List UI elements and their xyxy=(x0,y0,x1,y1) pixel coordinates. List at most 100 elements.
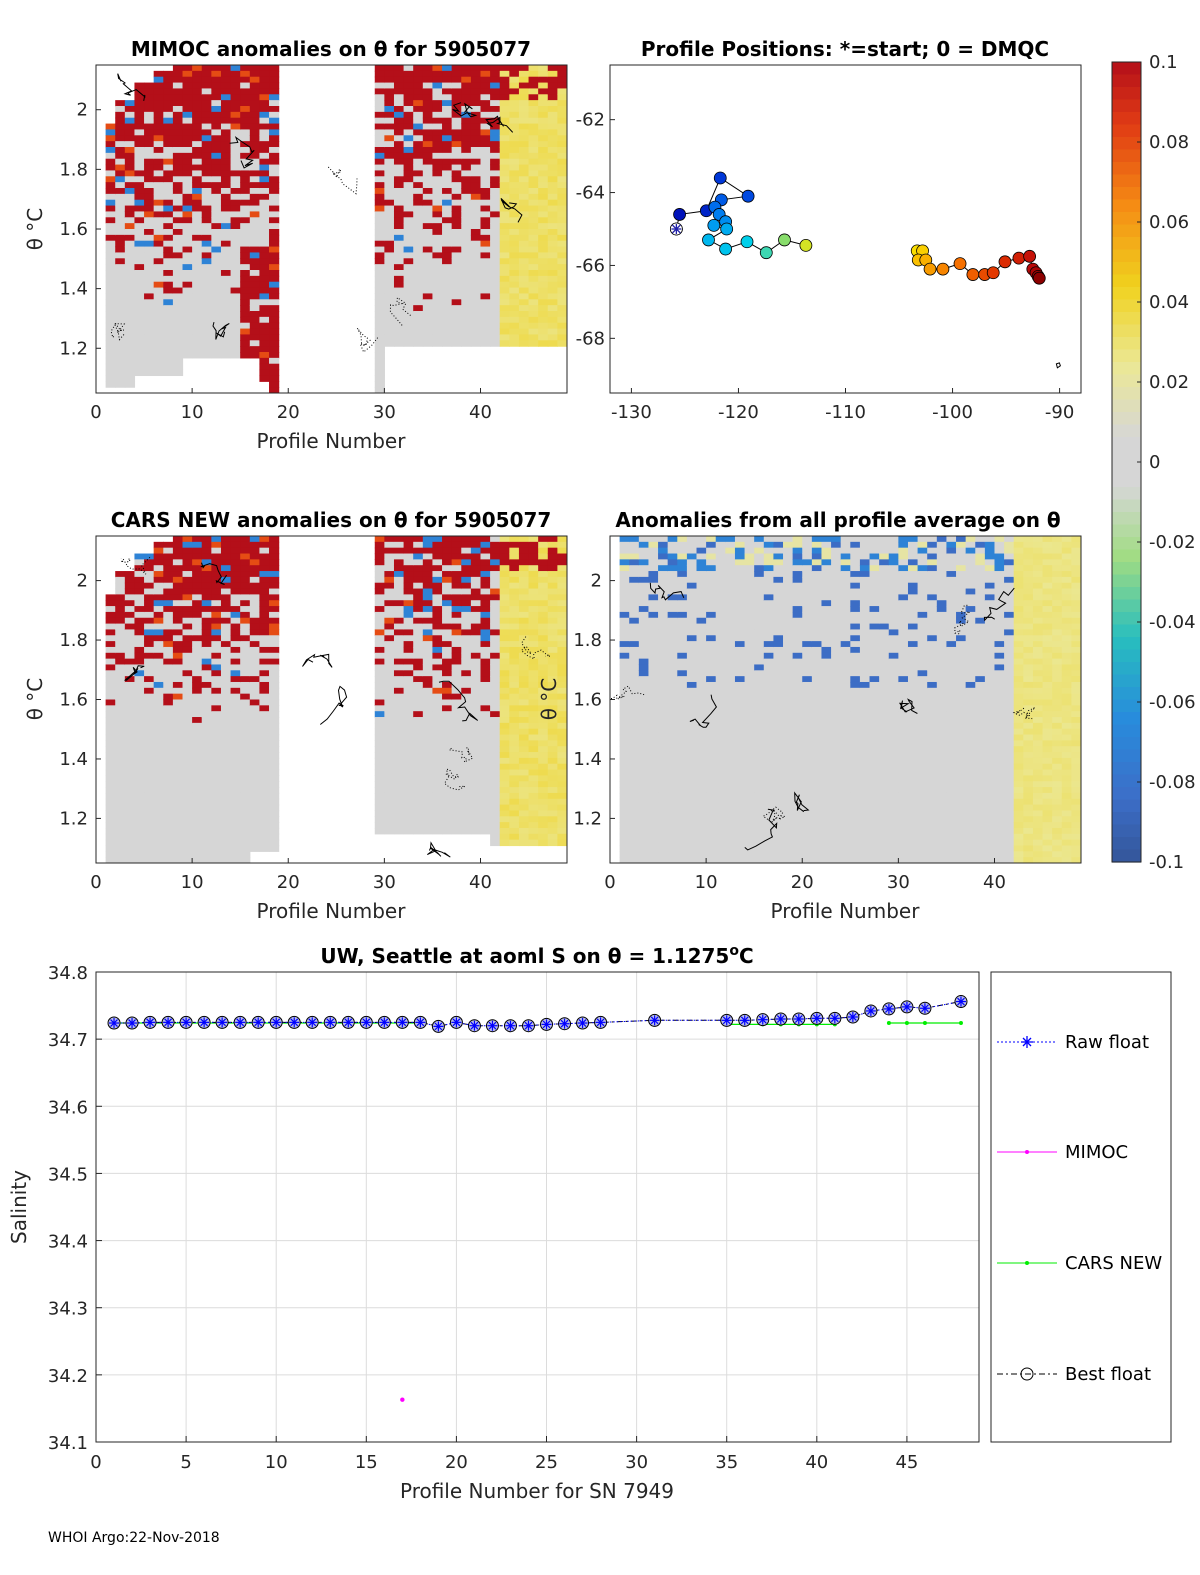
heatmap-cell xyxy=(451,100,462,107)
heatmap-cell xyxy=(538,334,549,341)
heatmap-cell xyxy=(461,170,472,177)
heatmap-cell xyxy=(648,752,659,759)
heatmap-cell xyxy=(422,205,434,213)
heatmap-cell xyxy=(134,798,145,806)
heatmap-cell xyxy=(763,787,775,794)
heatmap-cell xyxy=(393,100,405,107)
heatmap-cell xyxy=(384,170,395,177)
heatmap-cell xyxy=(393,164,405,172)
profile-position-marker xyxy=(719,242,733,256)
heatmap-cell xyxy=(686,775,698,782)
heatmap-cell xyxy=(432,746,443,753)
heatmap-cell xyxy=(499,193,510,201)
heatmap-cell xyxy=(393,334,405,341)
heatmap-cell xyxy=(667,594,678,601)
heatmap-cell xyxy=(249,629,261,636)
heatmap-cell xyxy=(211,676,222,683)
heatmap-cell xyxy=(144,293,155,300)
heatmap-cell xyxy=(163,305,174,312)
heatmap-cell xyxy=(105,740,116,747)
heatmap-cell xyxy=(619,664,630,671)
heatmap-cell xyxy=(134,164,145,172)
heatmap-cell xyxy=(403,299,414,306)
heatmap-cell xyxy=(638,635,650,642)
heatmap-cell xyxy=(413,664,424,671)
heatmap-cell xyxy=(461,693,472,701)
heatmap-cell xyxy=(538,234,549,242)
heatmap-cell xyxy=(499,582,510,590)
heatmap-cell xyxy=(470,571,482,578)
heatmap-cell xyxy=(269,792,280,800)
heatmap-cell xyxy=(557,752,567,759)
heatmap-cell xyxy=(269,328,280,336)
heatmap-cell xyxy=(182,264,193,271)
heatmap-cell xyxy=(518,681,530,689)
heatmap-cell xyxy=(547,641,558,648)
heatmap-cell xyxy=(413,746,424,753)
x-tick-label: 10 xyxy=(181,402,204,423)
heatmap-cell xyxy=(182,722,193,730)
heatmap-cell xyxy=(518,88,530,95)
heatmap-cell xyxy=(432,611,443,619)
heatmap-cell xyxy=(648,792,659,800)
heatmap-cell xyxy=(240,240,251,248)
heatmap-cell xyxy=(220,193,232,201)
heatmap-cell xyxy=(470,699,482,706)
heatmap-cell xyxy=(509,746,520,753)
heatmap-cell xyxy=(667,617,678,625)
heatmap-cell xyxy=(269,246,280,254)
heatmap-cell xyxy=(480,240,491,248)
heatmap-cell xyxy=(763,810,775,817)
heatmap-cell xyxy=(658,798,669,806)
heatmap-cell xyxy=(172,757,184,765)
heatmap-cell xyxy=(667,781,678,788)
heatmap-cell xyxy=(557,699,567,706)
heatmap-cell xyxy=(374,199,385,207)
heatmap-cell xyxy=(422,693,434,701)
heatmap-cell xyxy=(211,152,222,160)
heatmap-cell xyxy=(403,565,414,572)
heatmap-cell xyxy=(240,352,251,359)
heatmap-cell xyxy=(461,205,472,213)
heatmap-cell xyxy=(259,322,270,330)
heatmap-cell xyxy=(201,217,212,224)
heatmap-cell xyxy=(134,553,145,560)
heatmap-cell xyxy=(403,258,414,265)
heatmap-cell xyxy=(134,246,145,254)
heatmap-cell xyxy=(538,717,549,724)
heatmap-cell xyxy=(374,787,385,794)
heatmap-cell xyxy=(528,629,539,636)
heatmap-cell xyxy=(259,646,270,654)
heatmap-cell xyxy=(220,728,232,736)
heatmap-cell xyxy=(124,787,136,794)
heatmap-cell xyxy=(518,775,530,782)
heatmap-cell xyxy=(115,234,126,242)
heatmap-cell xyxy=(144,328,155,336)
heatmap-cell xyxy=(220,816,232,823)
heatmap-cell xyxy=(725,763,736,771)
heatmap-cell xyxy=(442,670,453,677)
heatmap-cell xyxy=(518,334,530,341)
heatmap-cell xyxy=(696,816,707,823)
heatmap-cell xyxy=(384,670,395,677)
heatmap-cell xyxy=(230,117,241,125)
heatmap-cell xyxy=(124,211,136,218)
heatmap-cell xyxy=(413,541,424,549)
heatmap-cell xyxy=(490,635,501,642)
heatmap-cell xyxy=(105,676,116,683)
heatmap-cell xyxy=(648,804,659,812)
heatmap-cell xyxy=(240,252,251,259)
heatmap-cell xyxy=(499,746,510,753)
heatmap-cell xyxy=(249,328,261,336)
heatmap-cell xyxy=(172,629,184,636)
heatmap-cell xyxy=(172,635,184,642)
heatmap-cell xyxy=(172,571,184,578)
heatmap-cell xyxy=(163,94,174,101)
heatmap-cell xyxy=(509,170,520,177)
heatmap-cell xyxy=(773,798,784,806)
heatmap-cell xyxy=(451,717,462,724)
heatmap-cell xyxy=(192,635,203,642)
heatmap-cell xyxy=(230,322,241,330)
heatmap-cell xyxy=(754,717,765,724)
heatmap-cell xyxy=(201,641,212,648)
